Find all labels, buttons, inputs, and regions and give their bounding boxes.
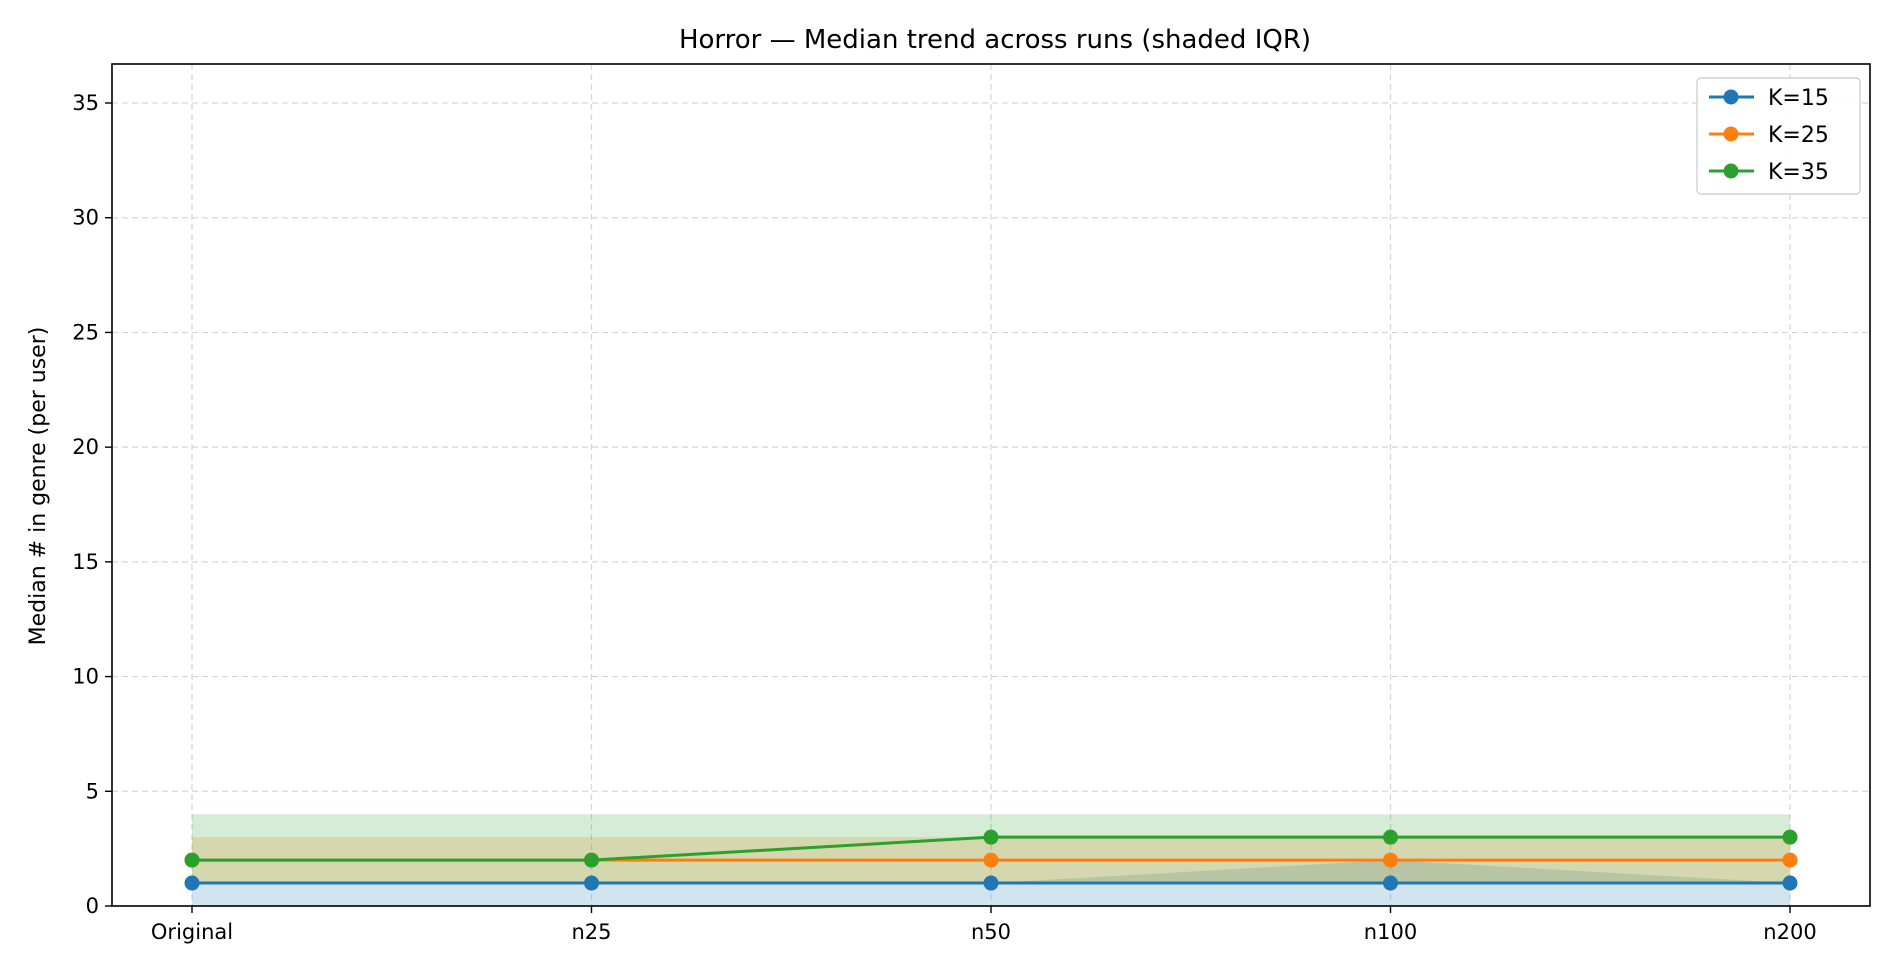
iqr-band-3 bbox=[192, 814, 1790, 884]
data-point bbox=[584, 852, 599, 868]
x-tick-label: n50 bbox=[971, 920, 1011, 944]
data-point bbox=[584, 875, 599, 891]
legend-swatch-marker bbox=[1723, 89, 1739, 105]
x-tick-label: Original bbox=[151, 920, 233, 944]
legend-label: K=35 bbox=[1768, 160, 1829, 185]
data-point bbox=[983, 875, 999, 891]
y-axis-title: Median # in genre (per user) bbox=[26, 327, 51, 646]
y-tick-label: 15 bbox=[72, 550, 99, 574]
x-tick-label: n25 bbox=[571, 920, 611, 944]
data-point bbox=[1383, 852, 1398, 868]
y-tick-label: 25 bbox=[72, 320, 99, 344]
data-point bbox=[1782, 829, 1798, 845]
chart-title: Horror — Median trend across runs (shade… bbox=[679, 25, 1311, 55]
y-tick-label: 20 bbox=[72, 435, 99, 459]
x-tick-label: n100 bbox=[1364, 920, 1417, 944]
legend-box bbox=[1696, 77, 1861, 195]
data-point bbox=[1383, 829, 1398, 845]
x-tick-label: n200 bbox=[1763, 920, 1816, 944]
y-tick-label: 35 bbox=[72, 91, 99, 115]
legend: K=15 K=25 K=35 bbox=[1696, 77, 1861, 195]
data-point bbox=[1782, 875, 1798, 891]
data-point bbox=[1782, 852, 1798, 868]
x-axis-ticks: Original n25 n50 n100 n200 bbox=[151, 906, 1817, 944]
legend-label: K=25 bbox=[1768, 123, 1829, 148]
y-tick-label: 0 bbox=[86, 894, 99, 918]
y-tick-label: 5 bbox=[86, 779, 99, 803]
y-axis-ticks: 0 5 10 15 20 25 30 35 bbox=[72, 91, 112, 918]
data-point bbox=[1383, 875, 1398, 891]
grid-lines bbox=[112, 64, 1870, 907]
data-point bbox=[983, 852, 999, 868]
y-tick-label: 10 bbox=[72, 665, 99, 689]
series-points bbox=[184, 829, 1798, 891]
legend-label: K=15 bbox=[1768, 86, 1829, 111]
y-tick-label: 30 bbox=[72, 206, 99, 230]
data-point bbox=[983, 829, 999, 845]
legend-swatch-marker bbox=[1723, 163, 1739, 179]
data-point bbox=[184, 852, 200, 868]
data-point bbox=[184, 875, 200, 891]
legend-swatch-marker bbox=[1723, 126, 1739, 142]
